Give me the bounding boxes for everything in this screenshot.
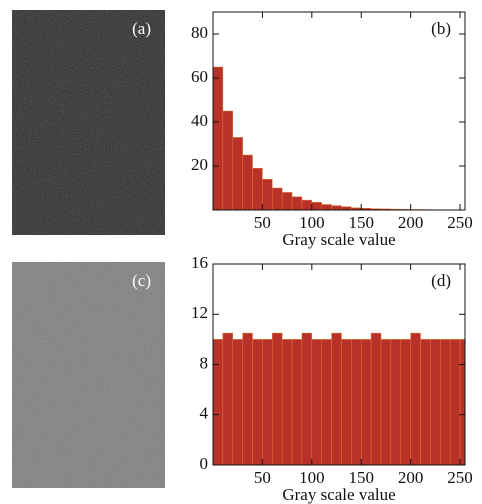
bar: [370, 332, 382, 466]
x-tick-label: 100: [299, 213, 325, 232]
bar: [331, 205, 342, 211]
x-tick-label: 150: [348, 213, 374, 232]
bar: [380, 339, 392, 466]
y-tick-label: 12: [191, 303, 208, 322]
x-tick-label: 250: [447, 468, 473, 487]
bar: [212, 66, 224, 211]
y-tick-label: 4: [200, 404, 209, 423]
y-tick-label: 0: [200, 454, 209, 473]
y-tick-label: 16: [191, 253, 208, 272]
x-tick-label: 100: [299, 468, 325, 487]
bar: [252, 167, 263, 211]
bar: [459, 339, 466, 466]
plot-frame: [212, 11, 466, 211]
bar: [232, 137, 243, 211]
bar: [440, 339, 451, 466]
bar: [272, 332, 283, 466]
y-tick-label: 40: [191, 111, 208, 130]
bar: [321, 204, 332, 211]
bar: [262, 178, 273, 211]
bar: [281, 192, 293, 211]
x-tick-label: 50: [254, 468, 271, 487]
noise-texture: [12, 10, 165, 235]
panel-label: (c): [132, 271, 151, 290]
bar: [311, 339, 322, 466]
bar: [262, 339, 273, 466]
bar: [242, 154, 253, 211]
panel-label: (a): [132, 19, 151, 38]
y-tick-label: 60: [191, 67, 208, 86]
y-tick-label: 80: [191, 23, 208, 42]
x-axis-label: Gray scale value: [282, 485, 395, 504]
x-tick-label: 200: [398, 213, 424, 232]
noise-texture: [12, 262, 165, 488]
panel-label: (b): [431, 19, 451, 38]
bar: [291, 339, 303, 466]
x-tick-label: 50: [254, 213, 271, 232]
bar: [410, 332, 421, 466]
bar: [420, 339, 431, 466]
bar: [341, 339, 352, 466]
panel-label: (d): [431, 271, 451, 290]
bar: [390, 339, 402, 466]
bar: [301, 332, 313, 466]
bar: [400, 339, 411, 466]
bar: [222, 110, 234, 211]
bar: [281, 339, 293, 466]
bar: [321, 339, 332, 466]
bar: [331, 332, 342, 466]
bar: [222, 332, 234, 466]
bar: [351, 339, 362, 466]
y-tick-label: 20: [191, 155, 208, 174]
x-tick-label: 150: [348, 468, 374, 487]
x-tick-label: 200: [398, 468, 424, 487]
bar: [430, 339, 441, 466]
bar: [232, 339, 243, 466]
bar: [291, 196, 303, 211]
x-axis-label: Gray scale value: [282, 230, 395, 249]
bar: [242, 332, 253, 466]
bar: [252, 339, 263, 466]
bar: [449, 339, 461, 466]
bar: [311, 202, 322, 211]
y-tick-label: 8: [200, 353, 209, 372]
bar: [301, 199, 313, 211]
bar: [272, 187, 283, 211]
bar: [360, 339, 372, 466]
bar: [212, 339, 224, 466]
x-tick-label: 250: [447, 213, 473, 232]
